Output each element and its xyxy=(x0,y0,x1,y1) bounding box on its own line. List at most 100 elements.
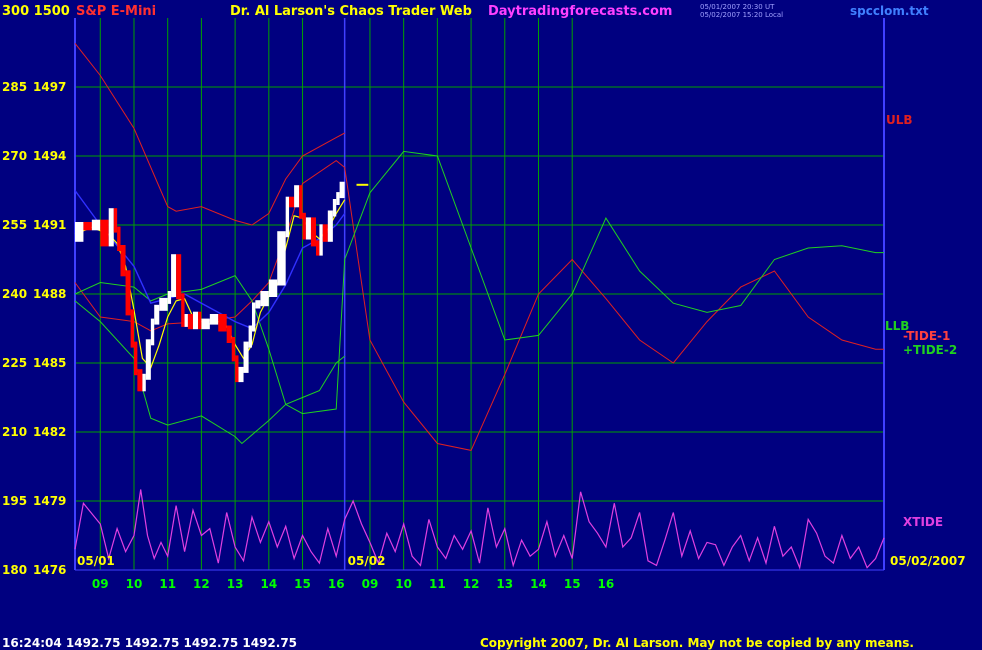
series-tide1-line xyxy=(74,159,884,451)
footer-quote: 16:24:04 1492.75 1492.75 1492.75 1492.75 xyxy=(2,636,298,650)
price-bar xyxy=(305,217,311,240)
series-ulb-line xyxy=(74,42,345,226)
price-bar xyxy=(243,341,249,373)
price-bar xyxy=(125,270,131,316)
x-tick-label-hour: 10 xyxy=(126,577,143,591)
y-tick-label-oscillator: 195 xyxy=(2,494,27,508)
price-bar xyxy=(251,302,256,332)
price-bar xyxy=(322,224,328,242)
x-tick-label-hour: 09 xyxy=(362,577,379,591)
series-avg_blue-line xyxy=(74,190,346,330)
price-bar xyxy=(201,318,210,330)
price-bar xyxy=(120,245,126,277)
price-bar xyxy=(209,314,219,325)
x-tick-label-hour: 11 xyxy=(159,577,176,591)
price-bar xyxy=(339,181,345,199)
price-bar xyxy=(137,369,143,392)
price-bar xyxy=(91,219,101,231)
y-tick-label-price: 1488 xyxy=(33,287,66,301)
y-tick-label-oscillator: 270 xyxy=(2,149,27,163)
y-tick-label-oscillator: 225 xyxy=(2,356,27,370)
series-xtide-line xyxy=(74,489,885,570)
x-tick-label-hour: 16 xyxy=(598,577,615,591)
y-tick-label-price: 1476 xyxy=(33,563,66,577)
price-bar xyxy=(289,196,295,208)
label-tide1: -TIDE-1 xyxy=(903,329,950,343)
price-bar xyxy=(319,224,323,256)
y-tick-label-oscillator: 285 xyxy=(2,80,27,94)
label-ulb: ULB xyxy=(886,113,913,127)
label-tide2: +TIDE-2 xyxy=(903,343,957,357)
price-bar xyxy=(159,297,168,311)
price-bar xyxy=(113,208,118,233)
x-tick-label-hour: 15 xyxy=(294,577,311,591)
price-bar xyxy=(226,325,232,343)
y-tick-label-price: 1485 xyxy=(33,356,66,370)
price-bar xyxy=(332,199,337,217)
price-bar xyxy=(150,318,155,346)
header-symbol: S&P E-Mini xyxy=(76,4,157,19)
price-bar xyxy=(145,339,151,380)
price-bar xyxy=(154,304,160,325)
price-bar xyxy=(100,219,109,247)
price-bar xyxy=(238,366,244,383)
price-bar xyxy=(235,355,239,383)
chart-grid xyxy=(74,18,885,571)
price-bar xyxy=(83,222,92,231)
price-bar xyxy=(310,217,317,247)
x-tick-label-hour: 13 xyxy=(496,577,513,591)
price-bar xyxy=(327,210,333,242)
price-bar xyxy=(142,373,146,392)
header-title: Dr. Al Larson's Chaos Trader Web xyxy=(230,4,472,19)
price-bar xyxy=(198,311,202,330)
x-tick-label-hour: 16 xyxy=(328,577,345,591)
price-bar xyxy=(171,254,177,297)
y-tick-label-price: 1494 xyxy=(33,149,66,163)
x-tick-label-hour: 14 xyxy=(530,577,547,591)
price-bar xyxy=(187,314,193,330)
header-left-scale: 300 1500 xyxy=(2,4,70,19)
price-bar xyxy=(285,196,290,238)
footer-copyright: Copyright 2007, Dr. Al Larson. May not b… xyxy=(480,636,914,650)
x-tick-label-hour: 14 xyxy=(260,577,277,591)
x-tick-label-hour: 15 xyxy=(564,577,581,591)
price-bar xyxy=(133,341,138,376)
header-site-link[interactable]: Daytradingforecasts.com xyxy=(488,4,673,19)
price-bar xyxy=(218,314,227,332)
price-bar xyxy=(299,185,303,219)
price-bar xyxy=(336,192,340,205)
x-tick-label-hour: 09 xyxy=(92,577,109,591)
label-xtide: XTIDE xyxy=(903,515,943,529)
price-bar xyxy=(268,279,278,297)
header-timestamp-ut: 05/01/2007 20:30 UT xyxy=(700,3,775,11)
y-tick-label-oscillator: 180 xyxy=(2,563,27,577)
y-tick-label-price: 1482 xyxy=(33,425,66,439)
price-bar xyxy=(176,254,182,300)
price-bar xyxy=(167,291,172,304)
x-tick-label-hour: 11 xyxy=(429,577,446,591)
price-bar xyxy=(231,337,236,362)
y-tick-label-oscillator: 240 xyxy=(2,287,27,301)
header-file-name: spcclom.txt xyxy=(850,4,929,18)
price-bar xyxy=(316,240,320,256)
price-bar xyxy=(117,226,121,251)
x-date-label-day2: 05/02 xyxy=(348,554,386,568)
header-timestamp-local: 05/02/2007 15:20 Local xyxy=(700,11,784,19)
y-tick-label-price: 1479 xyxy=(33,494,66,508)
x-tick-label-hour: 10 xyxy=(395,577,412,591)
y-tick-label-oscillator: 210 xyxy=(2,425,27,439)
price-bar xyxy=(181,293,185,327)
x-tick-label-hour: 13 xyxy=(227,577,244,591)
price-bar xyxy=(277,231,286,286)
price-bar xyxy=(260,291,269,307)
price-bar xyxy=(248,325,252,348)
y-tick-label-price: 1491 xyxy=(33,218,66,232)
price-bar xyxy=(302,212,306,240)
price-bar xyxy=(130,309,134,348)
price-bar xyxy=(108,208,114,247)
price-bar xyxy=(75,222,84,242)
price-bar xyxy=(294,185,300,208)
label-llb: LLB xyxy=(885,319,909,333)
series-tide2-line xyxy=(74,150,884,415)
